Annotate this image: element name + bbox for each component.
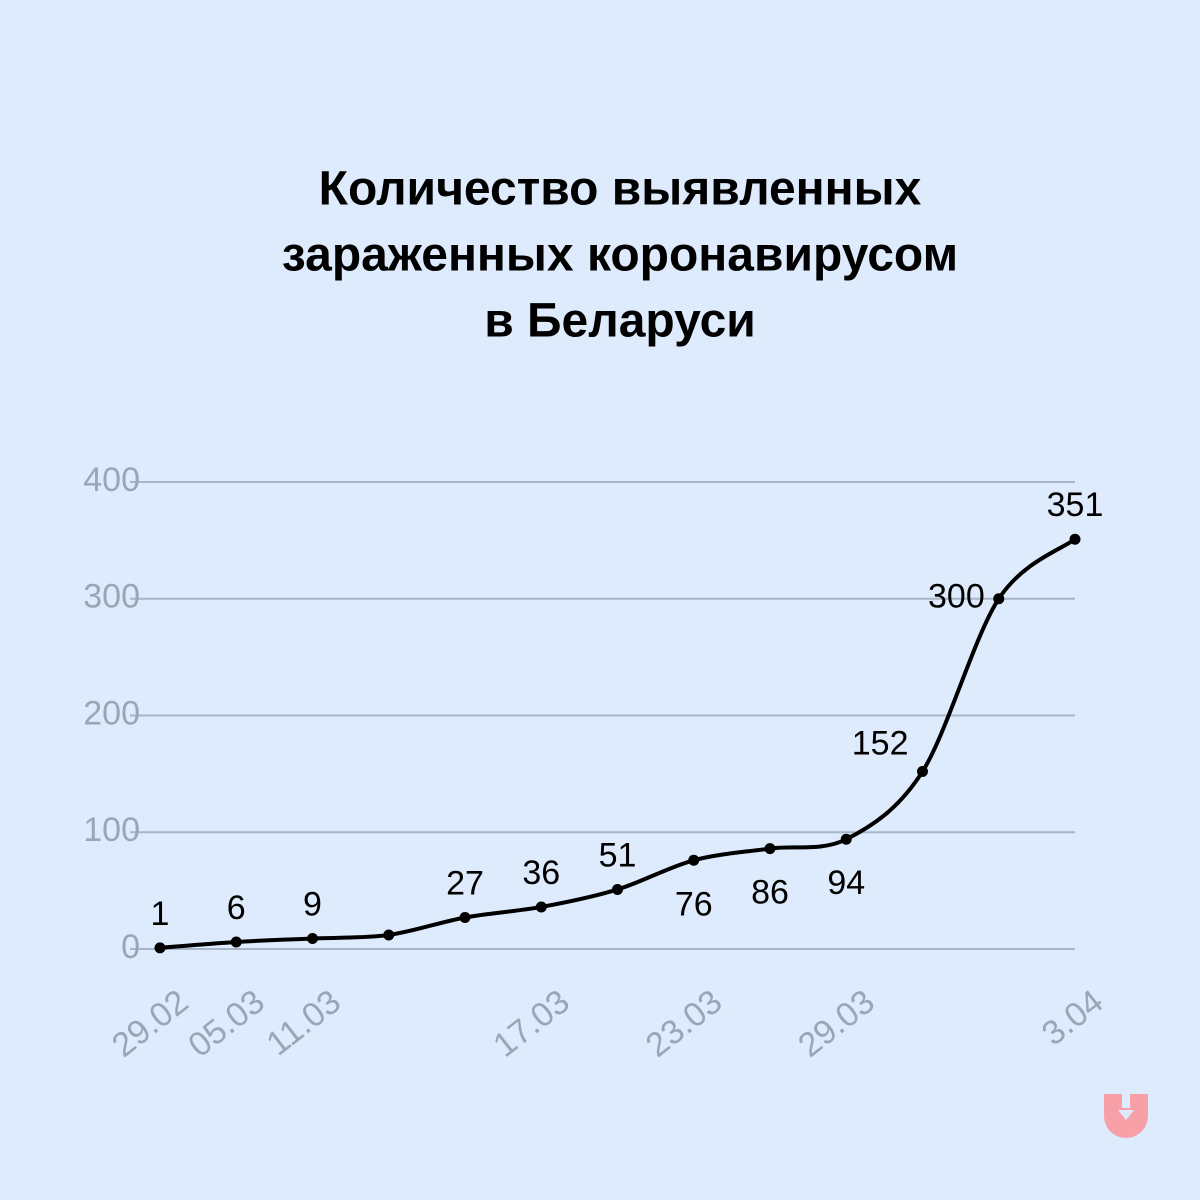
line (159, 537, 1077, 950)
data-label: 36 (522, 854, 560, 892)
x-tick-label: 29.02 (105, 982, 195, 1064)
chart-title: Количество выявленных (319, 163, 922, 216)
y-tick-label: 0 (121, 928, 140, 966)
data-label: 1 (151, 895, 170, 933)
y-tick-label: 100 (83, 811, 140, 849)
data-label: 76 (675, 885, 713, 923)
point (230, 936, 242, 948)
point (688, 854, 700, 866)
point (840, 833, 852, 845)
x-tick-label: 11.03 (260, 982, 348, 1063)
point (307, 932, 318, 944)
y-tick-label: 400 (83, 461, 140, 499)
data-label: 9 (303, 885, 322, 923)
x-tick-label: 3.04 (1035, 982, 1111, 1053)
y-tick-label: 300 (83, 578, 140, 616)
point (535, 901, 547, 913)
y-tick-label: 200 (83, 694, 140, 732)
data-label: 300 (928, 578, 985, 616)
chart-title: зараженных коронавирусом (282, 229, 958, 282)
data-label: 27 (446, 864, 484, 902)
data-label: 6 (227, 889, 246, 927)
point (459, 911, 471, 923)
data-label: 351 (1047, 486, 1104, 524)
data-label: 86 (751, 874, 789, 912)
point (917, 766, 928, 778)
point (993, 593, 1005, 605)
data-label: 51 (599, 836, 637, 874)
x-tick-label: 17.03 (486, 982, 576, 1064)
logo (1104, 1094, 1148, 1138)
point (764, 843, 776, 855)
point (154, 942, 166, 954)
x-tick-label: 05.03 (181, 982, 271, 1064)
chart-title: в Беларуси (484, 295, 756, 348)
data-label: 152 (852, 725, 909, 763)
x-tick-label: 29.03 (791, 982, 881, 1064)
point (612, 883, 623, 895)
data-label: 94 (827, 864, 865, 902)
point (1069, 533, 1081, 545)
point (383, 929, 395, 941)
x-tick-label: 23.03 (639, 982, 729, 1064)
